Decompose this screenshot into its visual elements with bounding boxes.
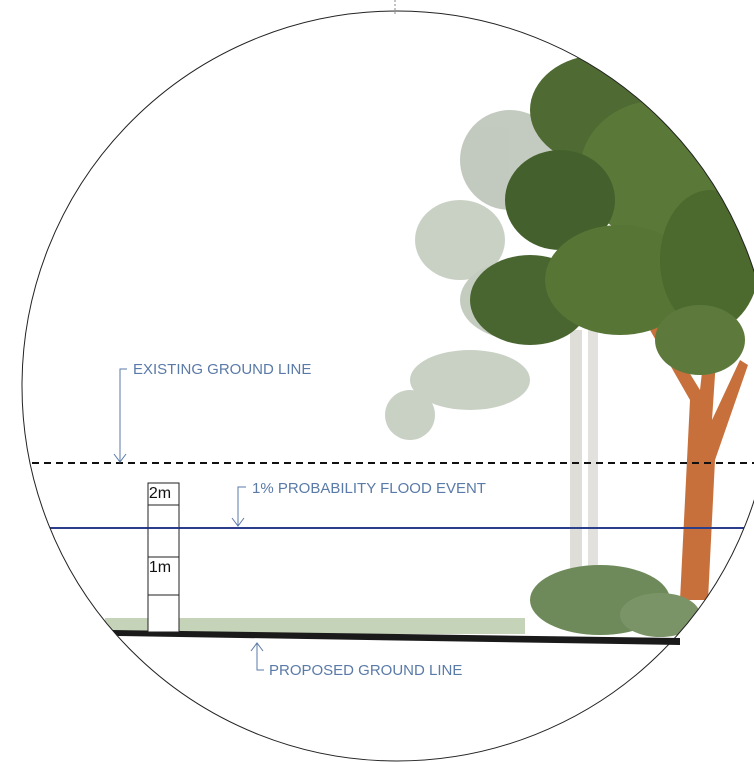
post-label: 2m: [149, 485, 171, 502]
foreground-tree: [470, 55, 754, 637]
depth-post: 2m 1m: [147, 482, 180, 633]
scene: [22, 55, 754, 637]
leaders: [113, 368, 264, 671]
label: PROPOSED GROUND LINE: [269, 662, 462, 679]
label: EXISTING GROUND LINE: [133, 361, 311, 378]
frame-circle: [21, 10, 754, 762]
post-label: 1m: [149, 559, 171, 576]
proposed-ground: [112, 630, 680, 645]
grass: [105, 618, 525, 634]
label: 1% PROBABILITY FLOOD EVENT: [252, 480, 486, 497]
